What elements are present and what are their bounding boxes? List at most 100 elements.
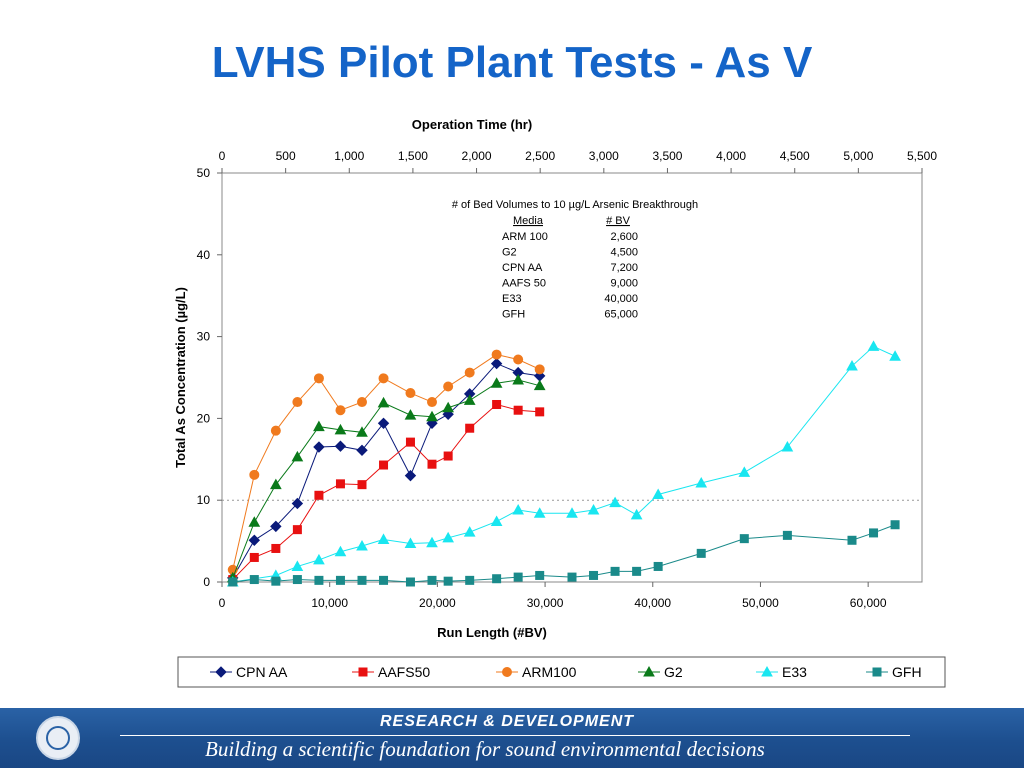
data-point-arm100 <box>313 373 324 384</box>
data-point-e33 <box>587 503 600 515</box>
data-point-arm100 <box>464 367 475 378</box>
x2-tick-label: 2,000 <box>462 149 492 163</box>
legend-marker-arm100 <box>502 667 512 677</box>
data-point-arm100 <box>270 425 281 436</box>
data-point-aafs50 <box>249 552 259 562</box>
data-point-cpn-aa <box>404 469 417 482</box>
data-point-arm100 <box>443 381 454 392</box>
data-point-aafs50 <box>427 459 437 469</box>
y-tick-label: 30 <box>197 330 211 344</box>
legend-label-g2: G2 <box>664 664 683 680</box>
footer-divider <box>120 735 910 736</box>
data-point-e33 <box>291 560 304 571</box>
legend: CPN AA AAFS50 ARM100 G2 E33 GFH <box>177 656 946 688</box>
data-point-gfh <box>292 575 302 585</box>
x-tick-label: 60,000 <box>850 596 887 610</box>
annotation-heading: # of Bed Volumes to 10 µg/L Arsenic Brea… <box>452 199 698 211</box>
data-point-e33 <box>463 526 476 537</box>
data-point-cpn-aa <box>334 440 347 452</box>
data-point-aafs50 <box>292 525 302 535</box>
data-point-g2 <box>463 394 476 405</box>
data-point-g2 <box>356 426 368 437</box>
legend-label-gfh: GFH <box>892 664 922 680</box>
data-point-arm100 <box>357 397 367 408</box>
data-point-e33 <box>846 360 858 371</box>
data-point-e33 <box>630 508 643 520</box>
x-tick-label: 40,000 <box>634 596 671 610</box>
footer-band <box>0 708 1024 768</box>
x2-tick-label: 4,500 <box>780 149 810 163</box>
annotation-box: # of Bed Volumes to 10 µg/L Arsenic Brea… <box>452 199 698 321</box>
data-point-aafs50 <box>379 460 389 470</box>
data-point-arm100 <box>292 397 303 408</box>
legend-marker-cpn-aa <box>215 666 227 678</box>
data-point-arm100 <box>335 405 346 416</box>
data-point-aafs50 <box>271 543 281 553</box>
data-point-e33 <box>738 466 751 477</box>
data-point-gfh <box>357 575 367 585</box>
data-point-e33 <box>566 507 578 518</box>
data-point-gfh <box>535 570 545 580</box>
data-point-g2 <box>533 379 546 391</box>
data-point-gfh <box>632 566 642 576</box>
legend-box <box>177 656 946 688</box>
x2-tick-label: 3,000 <box>589 149 619 163</box>
series-aafs50 <box>228 399 545 585</box>
data-point-aafs50 <box>465 423 475 433</box>
legend-label-arm100: ARM100 <box>522 664 577 680</box>
legend-marker-g2 <box>643 665 655 677</box>
data-point-cpn-aa <box>291 497 304 510</box>
annotation-media: AAFS 50 <box>502 278 546 290</box>
data-point-cpn-aa <box>248 534 261 546</box>
data-point-arm100 <box>491 349 502 360</box>
data-point-arm100 <box>249 469 260 480</box>
series-layer <box>226 340 901 587</box>
data-point-gfh <box>847 535 857 545</box>
data-point-arm100 <box>534 364 545 375</box>
data-point-aafs50 <box>443 451 453 461</box>
annotation-media: CPN AA <box>502 262 543 274</box>
epa-seal-icon <box>36 716 80 760</box>
y-tick-label: 40 <box>197 248 211 262</box>
data-point-g2 <box>313 420 325 432</box>
data-point-g2 <box>377 396 390 408</box>
x2-tick-label: 1,000 <box>334 149 364 163</box>
data-point-gfh <box>869 528 879 538</box>
data-point-e33 <box>609 496 621 508</box>
legend-label-cpn-aa: CPN AA <box>236 664 288 680</box>
data-point-aafs50 <box>314 490 324 500</box>
data-point-gfh <box>228 577 238 587</box>
data-point-arm100 <box>427 397 437 408</box>
annotation-bv: 65,000 <box>604 309 638 321</box>
data-point-gfh <box>782 530 792 540</box>
footer-tagline: Building a scientific foundation for sou… <box>205 737 765 761</box>
data-point-e33 <box>404 537 417 549</box>
annotation-media: G2 <box>502 247 517 259</box>
data-point-gfh <box>249 575 259 585</box>
data-point-g2 <box>334 423 347 435</box>
data-point-gfh <box>271 576 281 586</box>
x2-tick-label: 1,500 <box>398 149 428 163</box>
series-e33 <box>226 340 901 587</box>
data-point-g2 <box>269 478 282 490</box>
plot-area <box>221 172 923 583</box>
x2-tick-label: 5,000 <box>843 149 873 163</box>
data-point-gfh <box>567 572 577 582</box>
annotation-bv: 2,600 <box>610 231 638 243</box>
data-point-e33 <box>377 533 390 544</box>
data-point-e33 <box>889 350 901 361</box>
footer-heading: RESEARCH & DEVELOPMENT <box>380 713 635 730</box>
x2-tick-label: 5,500 <box>907 149 937 163</box>
series-gfh <box>228 520 900 587</box>
data-point-gfh <box>465 575 475 585</box>
data-point-arm100 <box>513 354 524 365</box>
data-point-e33 <box>695 476 708 488</box>
annotation-col-header: Media <box>513 215 544 227</box>
y-tick-label: 50 <box>197 166 211 180</box>
legend-marker-aafs50 <box>358 667 368 677</box>
y-tick-label: 0 <box>203 575 210 589</box>
data-point-e33 <box>442 531 455 543</box>
data-point-g2 <box>490 377 503 388</box>
x2-tick-label: 500 <box>276 149 296 163</box>
legend-marker-e33 <box>761 665 773 677</box>
